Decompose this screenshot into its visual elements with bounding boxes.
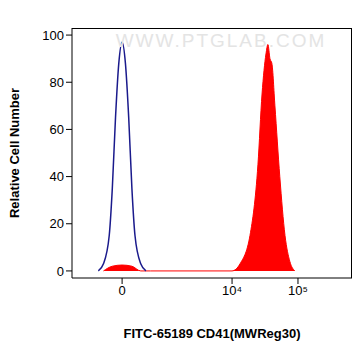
- svg-text:100: 100: [42, 28, 64, 43]
- svg-text:10⁵: 10⁵: [288, 283, 308, 298]
- html-text:WWW.PTGLAB.COM: WWW.PTGLAB.COM: [115, 30, 327, 51]
- svg-text:Relative Cell Number: Relative Cell Number: [8, 88, 22, 218]
- svg-text:0: 0: [118, 283, 125, 298]
- svg-text:10⁴: 10⁴: [222, 283, 242, 298]
- svg-text:60: 60: [50, 122, 64, 137]
- svg-text:40: 40: [50, 169, 64, 184]
- svg-text:80: 80: [50, 75, 64, 90]
- svg-text:0: 0: [57, 264, 64, 279]
- svg-text:FITC-65189 CD41(MWReg30): FITC-65189 CD41(MWReg30): [124, 326, 301, 341]
- svg-text:20: 20: [50, 216, 64, 231]
